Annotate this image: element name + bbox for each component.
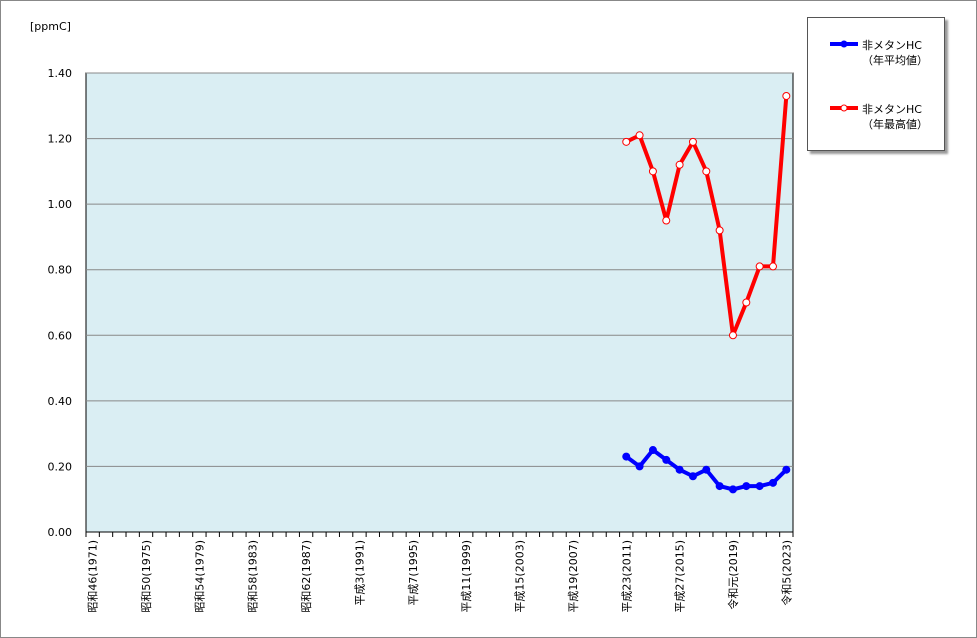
legend-item: 非メタンHC （年平均値） — [828, 38, 928, 68]
data-point — [742, 482, 751, 491]
data-point — [648, 446, 657, 455]
legend-swatch — [830, 104, 858, 112]
data-point — [768, 478, 777, 487]
y-unit-label: [ppmC] — [30, 20, 71, 33]
x-tick-label: 令和5(2023) — [779, 540, 793, 606]
legend-marker — [840, 40, 848, 48]
legend-marker — [840, 104, 848, 112]
x-tick-label: 令和元(2019) — [726, 540, 740, 610]
x-tick-label: 平成19(2007) — [567, 540, 580, 613]
y-tick-label: 0.80 — [48, 264, 73, 277]
data-point — [622, 137, 631, 146]
x-tick-label: 平成11(1999) — [460, 540, 473, 613]
data-point — [662, 455, 671, 464]
legend-label: 非メタンHC （年最高値） — [862, 103, 928, 131]
data-point — [675, 160, 684, 169]
legend-label: 非メタンHC （年平均値） — [862, 39, 928, 67]
legend: 非メタンHC （年平均値） 非メタンHC （年最高値） — [807, 17, 945, 151]
y-tick-label: 1.00 — [48, 198, 73, 211]
data-point — [715, 482, 724, 491]
y-tick-label: 1.40 — [48, 67, 73, 80]
plot-area — [85, 72, 794, 533]
data-point — [782, 465, 791, 474]
data-point — [622, 452, 631, 461]
x-tick-label: 昭和58(1983) — [247, 540, 260, 613]
data-point — [688, 472, 697, 481]
x-tick-label: 昭和46(1971) — [87, 540, 100, 613]
x-tick-label: 平成23(2011) — [620, 540, 633, 613]
data-point — [782, 91, 791, 100]
x-tick-label: 平成7(1995) — [407, 540, 420, 606]
data-point — [688, 137, 697, 146]
data-point — [635, 131, 644, 140]
x-tick-label: 平成3(1991) — [353, 540, 366, 606]
y-tick-label: 0.60 — [48, 329, 73, 342]
data-point — [728, 331, 737, 340]
data-point — [648, 167, 657, 176]
y-tick-label: 0.20 — [48, 460, 73, 473]
x-tick-label: 昭和62(1987) — [300, 540, 313, 613]
x-tick-label: 平成27(2015) — [674, 540, 687, 613]
data-point — [755, 482, 764, 491]
data-point — [675, 465, 684, 474]
y-tick-label: 0.00 — [48, 526, 73, 539]
x-tick-label: 平成15(2003) — [514, 540, 527, 613]
data-point — [728, 485, 737, 494]
y-tick-label: 1.20 — [48, 133, 73, 146]
x-tick-label: 昭和50(1975) — [140, 540, 153, 613]
data-point — [715, 226, 724, 235]
y-tick-label: 0.40 — [48, 395, 73, 408]
x-tick-label: 昭和54(1979) — [193, 540, 206, 613]
data-point — [702, 465, 711, 474]
data-point — [662, 216, 671, 225]
legend-swatch — [830, 40, 858, 48]
data-point — [635, 462, 644, 471]
data-point — [702, 167, 711, 176]
legend-item: 非メタンHC （年最高値） — [828, 102, 928, 132]
data-point — [742, 298, 751, 307]
data-point — [755, 262, 764, 271]
data-point — [768, 262, 777, 271]
